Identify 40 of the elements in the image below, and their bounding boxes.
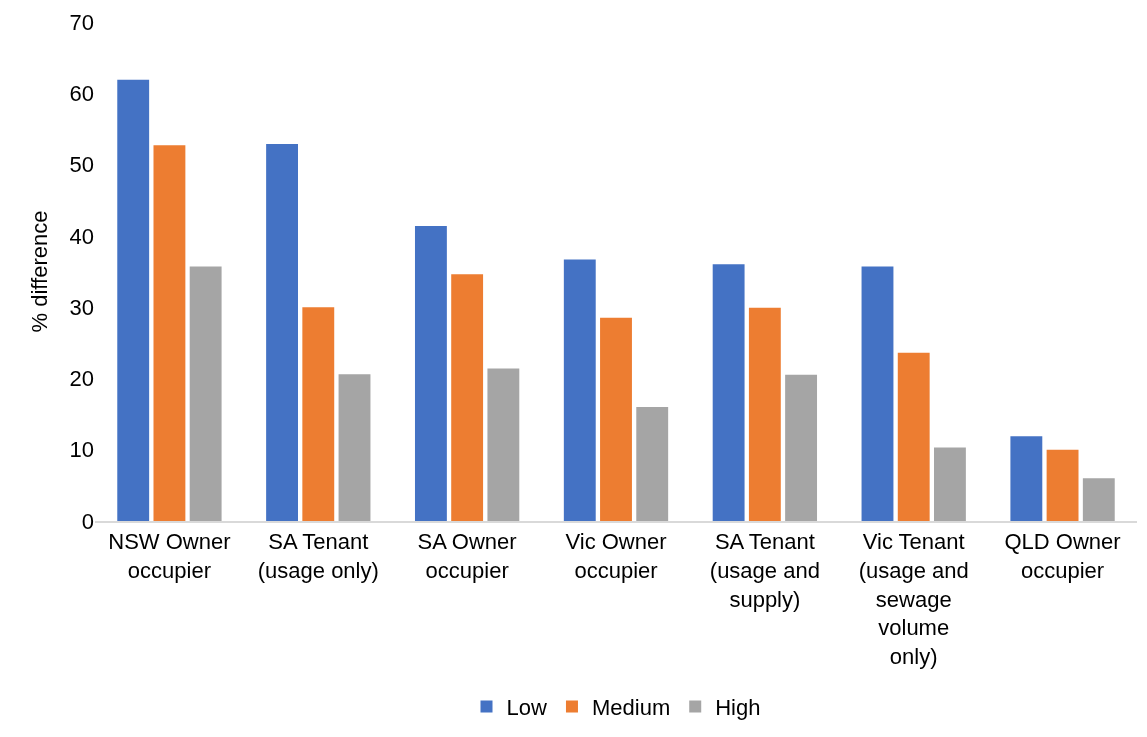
bar (861, 266, 894, 521)
x-tick-label: Vic Owner occupier (565, 529, 667, 583)
y-tick-label: 70 (69, 9, 94, 35)
x-tick-label: SA Owner occupier (417, 529, 517, 583)
y-axis-title: % difference (27, 210, 53, 333)
x-tick-label: SA Tenant (usage and supply) (709, 529, 820, 612)
bar (153, 145, 186, 521)
bar (414, 225, 447, 521)
x-tick-label: NSW Owner occupier (108, 529, 231, 583)
bar (189, 266, 222, 521)
y-tick-label: 10 (69, 437, 94, 463)
legend-label: Low (506, 695, 547, 721)
bar (712, 264, 745, 521)
x-tick-label: QLD Owner occupier (1004, 529, 1121, 583)
bar (1046, 449, 1079, 521)
bar (636, 406, 669, 521)
bar (117, 79, 150, 521)
bar (897, 352, 930, 521)
bar (748, 307, 781, 521)
legend-label: High (715, 695, 761, 721)
y-tick-label: 30 (69, 294, 94, 320)
y-tick-label: 20 (69, 366, 94, 392)
bar (785, 374, 818, 521)
bar (487, 368, 520, 521)
bar (563, 259, 596, 521)
y-tick-label: 0 (81, 508, 94, 534)
legend-label: Medium (591, 695, 671, 721)
bar (302, 307, 335, 521)
bar (1010, 436, 1043, 521)
bar (600, 317, 632, 521)
x-tick-label: Vic Tenant (usage and sewage volume only) (858, 529, 969, 669)
bar (266, 143, 298, 521)
y-tick-label: 60 (69, 80, 94, 106)
y-tick-label: 50 (69, 152, 94, 178)
bar (934, 447, 966, 521)
bar (1082, 478, 1115, 521)
y-tick-label: 40 (69, 223, 94, 249)
x-tick-label: SA Tenant (usage only) (257, 529, 379, 583)
bar (451, 274, 484, 521)
bar (338, 374, 371, 521)
